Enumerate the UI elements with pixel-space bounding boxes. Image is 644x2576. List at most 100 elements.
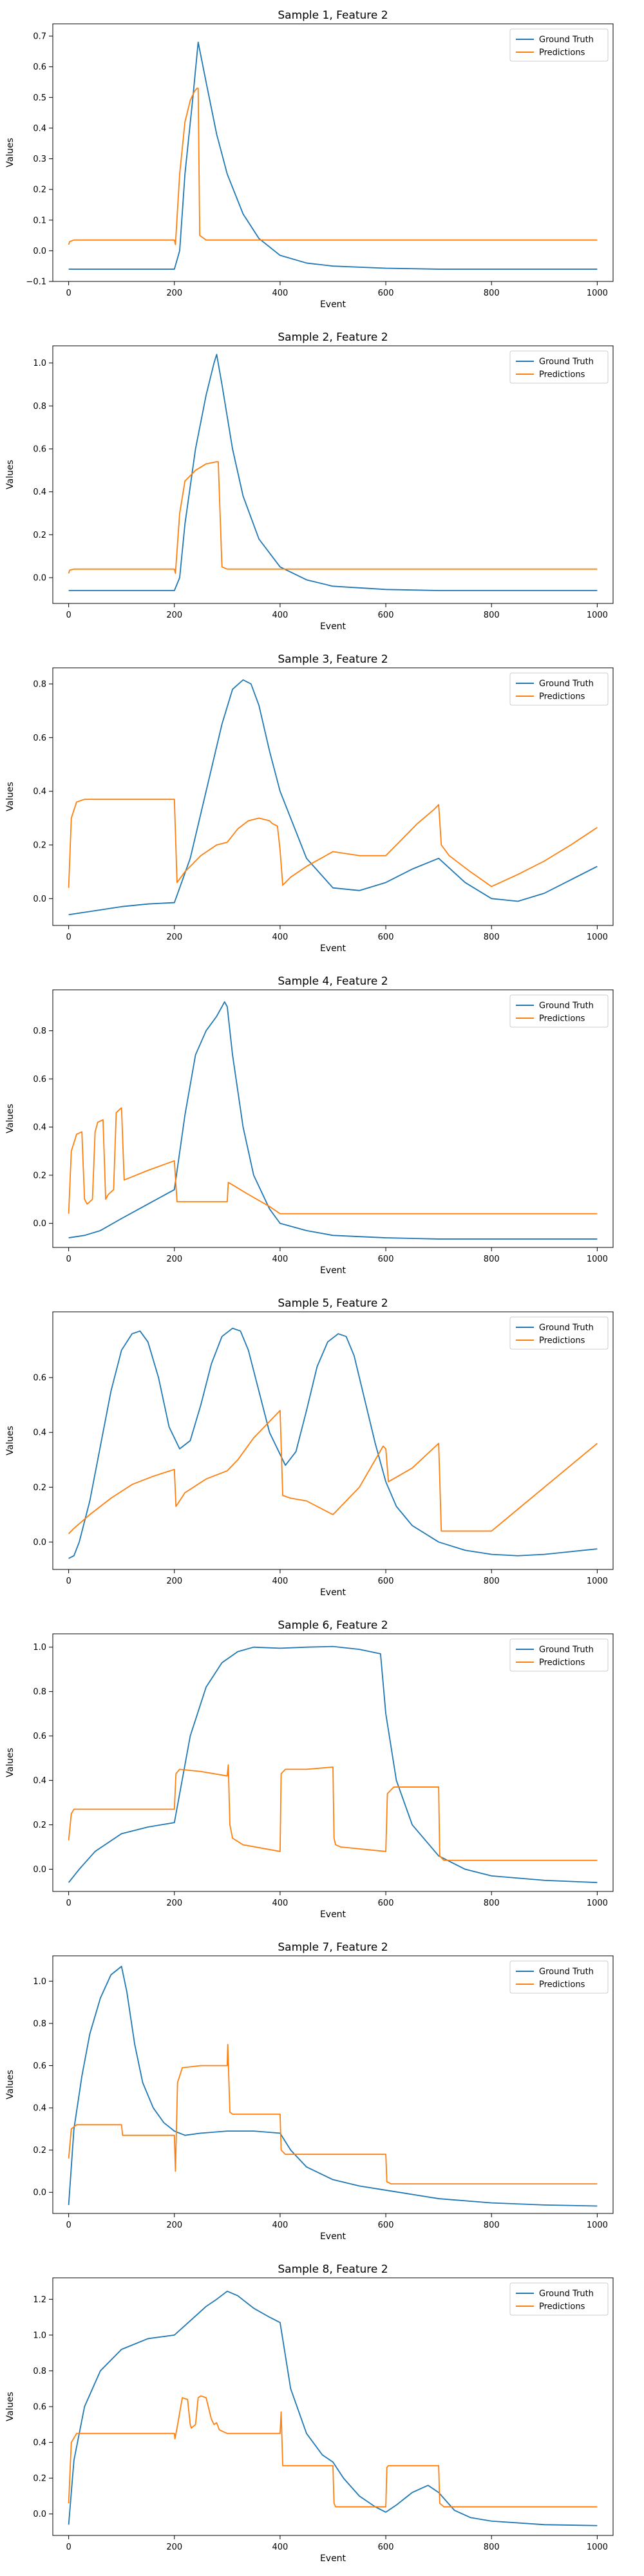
y-axis-label: Values	[5, 1748, 15, 1777]
x-tick-label: 0	[66, 933, 71, 942]
chart-panel: Sample 5, Feature 2 0 200 400 600 800 1000 0.0 0…	[5, 1297, 614, 1598]
x-tick-label: 600	[378, 933, 394, 942]
x-tick-label: 1000	[587, 933, 608, 942]
legend-box	[509, 350, 609, 384]
predictions-line	[68, 1410, 598, 1535]
x-tick-label: 400	[272, 1577, 289, 1586]
y-tick-label: 0.8	[33, 2367, 46, 2376]
x-tick-label: 800	[484, 2221, 500, 2230]
legend-predictions-label: Predictions	[539, 370, 585, 380]
chart-title: Sample 6, Feature 2	[278, 1619, 388, 1632]
y-axis-label: Values	[5, 1426, 15, 1455]
x-axis-label: Event	[320, 2231, 346, 2242]
y-axis-label: Values	[5, 1104, 15, 1133]
x-tick-label: 1000	[587, 611, 608, 620]
legend-box	[509, 994, 609, 1028]
y-tick-label: 0.6	[33, 445, 46, 455]
legend-predictions-label: Predictions	[539, 1980, 585, 1990]
legend-ground-truth-label: Ground Truth	[539, 2289, 594, 2299]
x-tick-label: 200	[166, 1899, 182, 1908]
y-tick-label: 0.0	[33, 1865, 46, 1875]
y-tick-label: 0.3	[33, 155, 46, 164]
legend-ground-truth-label: Ground Truth	[539, 679, 594, 689]
ground-truth-line	[68, 41, 598, 270]
x-tick-label: 1000	[587, 289, 608, 298]
x-tick-label: 200	[166, 933, 182, 942]
y-tick-label: 0.2	[33, 2474, 46, 2484]
legend-predictions-label: Predictions	[539, 1336, 585, 1346]
y-tick-label: 0.2	[33, 1821, 46, 1830]
y-tick-label: 0.6	[33, 1732, 46, 1741]
y-tick-label: 0.6	[33, 1374, 46, 1383]
chart-title: Sample 3, Feature 2	[278, 653, 388, 666]
x-tick-label: 600	[378, 289, 394, 298]
y-tick-label: 0.8	[33, 2019, 46, 2029]
x-tick-label: 800	[484, 2543, 500, 2552]
y-tick-label: 0.0	[33, 895, 46, 904]
legend: Ground Truth Predictions	[509, 1316, 609, 1350]
x-tick-label: 1000	[587, 1899, 608, 1908]
x-axis-label: Event	[320, 621, 346, 632]
x-axis-label: Event	[320, 1909, 346, 1920]
chart-title: Sample 4, Feature 2	[278, 975, 388, 988]
ground-truth-line	[68, 2290, 598, 2526]
chart-panel: Sample 4, Feature 2 0 200 400 600 800 1000 0.0 0…	[5, 975, 614, 1276]
y-tick-label: 0.4	[33, 1776, 46, 1786]
plot-frame	[52, 345, 614, 604]
y-tick-label: 0.0	[33, 574, 46, 583]
legend: Ground Truth Predictions	[509, 2282, 609, 2316]
y-tick-label: 0.7	[33, 32, 46, 42]
x-tick-label: 600	[378, 1577, 394, 1586]
x-tick-label: 400	[272, 1255, 289, 1264]
y-tick-label: 0.5	[33, 93, 46, 103]
plot-frame	[52, 1633, 614, 1892]
x-axis-label: Event	[320, 299, 346, 310]
x-tick-label: 1000	[587, 2543, 608, 2552]
x-axis-label: Event	[320, 2553, 346, 2564]
legend-ground-truth-label: Ground Truth	[539, 1001, 594, 1011]
legend-predictions-label: Predictions	[539, 1014, 585, 1024]
predictions-line	[68, 799, 598, 888]
chart-panel: Sample 2, Feature 2 0 200 400 600 800 1000 0.0 0…	[5, 331, 614, 632]
y-tick-label: 1.0	[33, 359, 46, 368]
x-tick-label: 200	[166, 1577, 182, 1586]
chart-panel: Sample 7, Feature 2 0 200 400 600 800 1000 0.0 0…	[5, 1941, 614, 2242]
y-tick-label: 0.4	[33, 124, 46, 133]
legend-box	[509, 2282, 609, 2316]
predictions-line	[68, 2395, 598, 2508]
predictions-line	[68, 88, 598, 245]
y-tick-label: 0.4	[33, 1428, 46, 1438]
y-axis-label: Values	[5, 138, 15, 167]
y-tick-label: 0.0	[33, 247, 46, 256]
x-tick-label: 1000	[587, 2221, 608, 2230]
y-tick-label: 0.4	[33, 2104, 46, 2114]
y-axis-label: Values	[5, 782, 15, 811]
legend-box	[509, 672, 609, 706]
x-axis-label: Event	[320, 1587, 346, 1598]
y-tick-label: 0.2	[33, 1483, 46, 1493]
x-tick-label: 200	[166, 1255, 182, 1264]
y-tick-label: 0.4	[33, 488, 46, 497]
x-tick-label: 600	[378, 1899, 394, 1908]
legend: Ground Truth Predictions	[509, 994, 609, 1028]
ground-truth-line	[68, 1001, 598, 1240]
x-axis-label: Event	[320, 1265, 346, 1276]
y-tick-label: 0.2	[33, 185, 46, 195]
y-tick-label: 0.6	[33, 62, 46, 72]
legend-ground-truth-label: Ground Truth	[539, 357, 594, 367]
x-tick-label: 800	[484, 289, 500, 298]
legend-box	[509, 1638, 609, 1672]
legend: Ground Truth Predictions	[509, 1960, 609, 1994]
x-tick-label: 400	[272, 2543, 289, 2552]
x-tick-label: 400	[272, 611, 289, 620]
x-tick-label: 800	[484, 1255, 500, 1264]
ground-truth-line	[68, 1327, 598, 1559]
x-tick-label: 200	[166, 2543, 182, 2552]
ground-truth-line	[68, 1645, 598, 1884]
legend-ground-truth-label: Ground Truth	[539, 1645, 594, 1655]
chart-panel: Sample 1, Feature 2 0 200 400 600 800 1000 −0.1…	[5, 9, 614, 310]
y-tick-label: 0.0	[33, 1219, 46, 1229]
y-tick-label: 0.2	[33, 531, 46, 540]
legend-predictions-label: Predictions	[539, 48, 585, 58]
